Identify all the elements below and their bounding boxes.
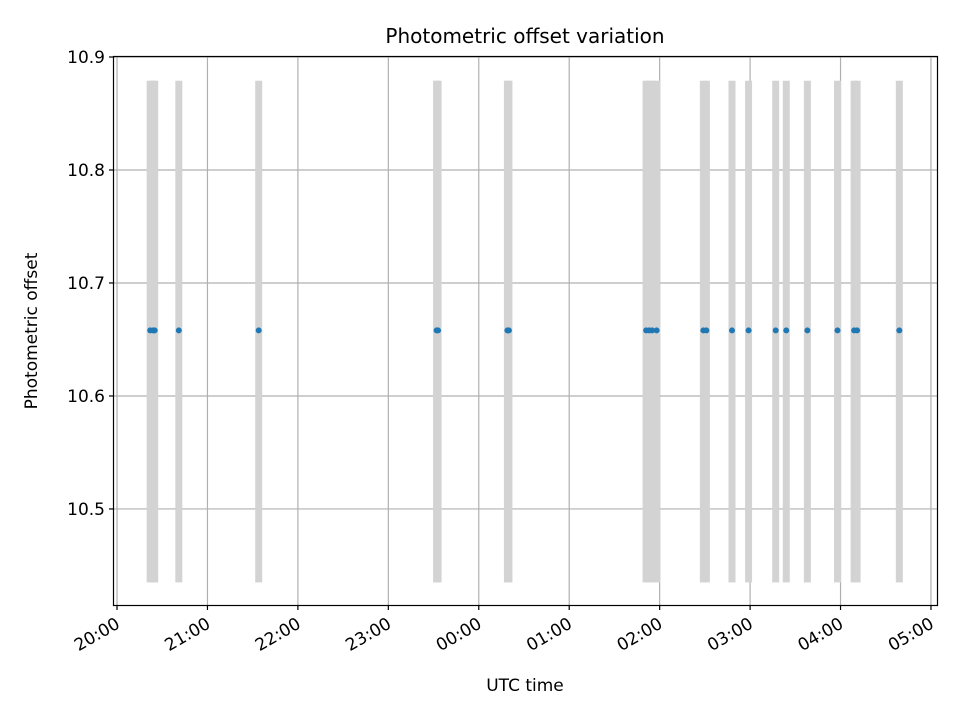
data-point	[745, 327, 752, 334]
data-point	[649, 327, 656, 334]
data-point	[703, 327, 710, 334]
y-tick-label: 10.6	[67, 387, 105, 407]
data-point	[505, 327, 512, 334]
data-point	[783, 327, 790, 334]
data-point	[151, 327, 158, 334]
data-point	[834, 327, 841, 334]
x-axis-label: UTC time	[486, 676, 564, 696]
grid	[114, 56, 937, 605]
y-tick-label: 10.9	[67, 48, 105, 68]
data-point	[435, 327, 442, 334]
y-tick-label: 10.5	[67, 500, 105, 520]
data-point	[772, 327, 779, 334]
data-point	[729, 327, 736, 334]
data-point	[896, 327, 903, 334]
data-point	[804, 327, 811, 334]
data-point	[175, 327, 182, 334]
y-tick-label: 10.8	[67, 161, 105, 181]
data-points	[147, 327, 903, 334]
y-axis: 10.5 10.6 10.7 10.8 10.9	[67, 48, 114, 520]
data-point	[255, 327, 262, 334]
y-tick-label: 10.7	[67, 274, 105, 294]
y-axis-label: Photometric offset	[22, 252, 42, 409]
chart-title: Photometric offset variation	[385, 24, 664, 48]
plot-frame	[112, 55, 939, 607]
data-point	[854, 327, 861, 334]
data-point	[653, 327, 660, 334]
